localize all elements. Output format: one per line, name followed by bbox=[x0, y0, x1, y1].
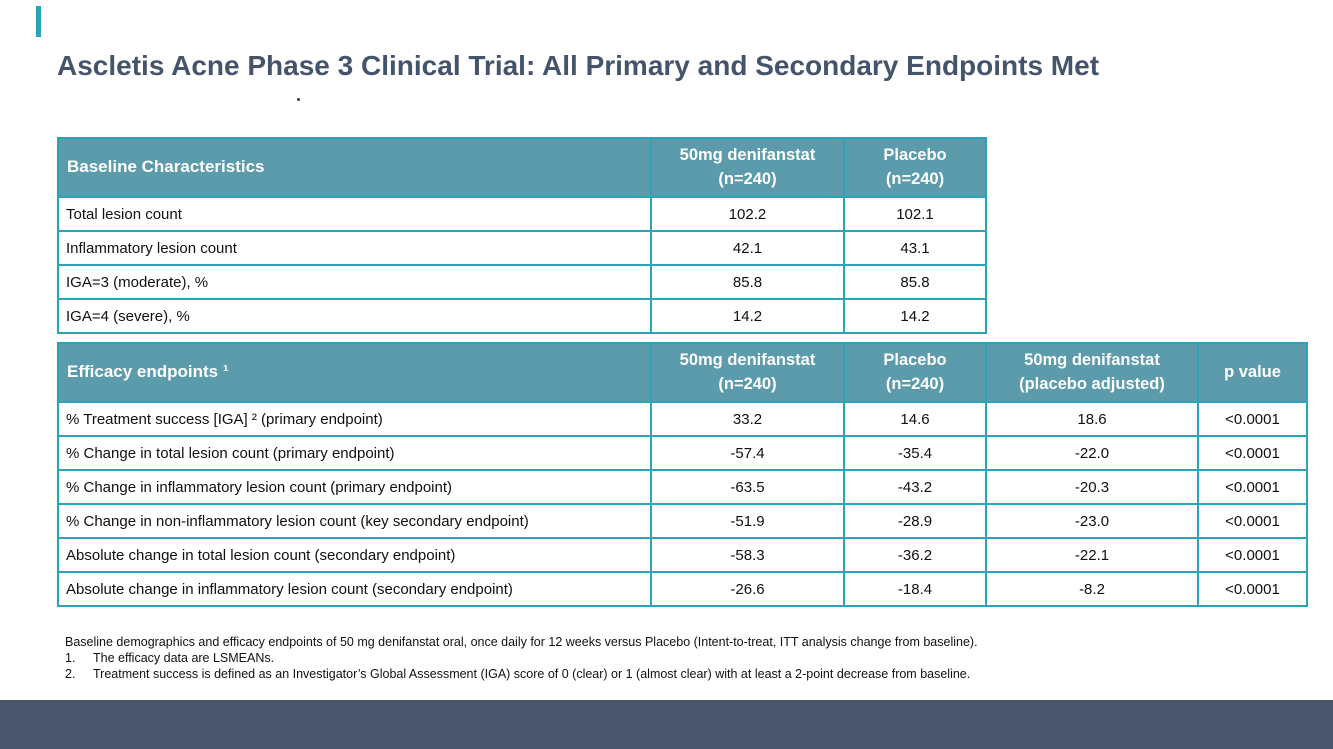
top-left-accent-bar bbox=[36, 6, 41, 37]
table-row: IGA=4 (severe), % 14.2 14.2 bbox=[57, 298, 987, 334]
column-label: 50mg denifanstat bbox=[679, 351, 816, 370]
row-value: -63.5 bbox=[650, 469, 845, 505]
stray-period-dot bbox=[297, 98, 300, 101]
row-label: Absolute change in total lesion count (s… bbox=[57, 537, 652, 573]
row-value: <0.0001 bbox=[1197, 571, 1308, 607]
row-value: <0.0001 bbox=[1197, 537, 1308, 573]
row-value: -22.1 bbox=[985, 537, 1199, 573]
baseline-header-row: Baseline Characteristics 50mg denifansta… bbox=[57, 137, 987, 198]
row-label: % Treatment success [IGA] ² (primary end… bbox=[57, 401, 652, 437]
row-value: -26.6 bbox=[650, 571, 845, 607]
baseline-col-denifanstat: 50mg denifanstat (n=240) bbox=[650, 137, 845, 198]
row-value: <0.0001 bbox=[1197, 503, 1308, 539]
table-row: % Change in inflammatory lesion count (p… bbox=[57, 469, 1308, 505]
footnotes: Baseline demographics and efficacy endpo… bbox=[63, 634, 1243, 682]
footnote-intro: Baseline demographics and efficacy endpo… bbox=[65, 635, 978, 649]
row-label: % Change in non-inflammatory lesion coun… bbox=[57, 503, 652, 539]
baseline-table-body: Total lesion count 102.2 102.1 Inflammatory… bbox=[57, 196, 987, 334]
row-label: IGA=4 (severe), % bbox=[57, 298, 652, 334]
column-sublabel: (n=240) bbox=[885, 169, 945, 188]
row-value: 102.1 bbox=[843, 196, 987, 232]
table-row: % Treatment success [IGA] ² (primary end… bbox=[57, 401, 1308, 437]
row-value: -35.4 bbox=[843, 435, 987, 471]
footnote-text: Treatment success is defined as an Inves… bbox=[93, 667, 971, 681]
column-label: p value bbox=[1224, 362, 1281, 381]
footnote-text: The efficacy data are LSMEANs. bbox=[93, 651, 275, 665]
table-row: % Change in total lesion count (primary … bbox=[57, 435, 1308, 471]
footnote-item: 2. Treatment success is defined as an In… bbox=[63, 666, 1243, 682]
column-label: Placebo bbox=[883, 146, 947, 165]
row-value: -51.9 bbox=[650, 503, 845, 539]
row-value: 43.1 bbox=[843, 230, 987, 266]
row-label: Total lesion count bbox=[57, 196, 652, 232]
efficacy-header-title: Efficacy endpoints ¹ bbox=[57, 342, 652, 403]
column-label: 50mg denifanstat bbox=[1024, 351, 1160, 370]
row-value: <0.0001 bbox=[1197, 435, 1308, 471]
row-value: -28.9 bbox=[843, 503, 987, 539]
table-row: IGA=3 (moderate), % 85.8 85.8 bbox=[57, 264, 987, 300]
efficacy-col-placebo-adjusted: 50mg denifanstat (placebo adjusted) bbox=[985, 342, 1199, 403]
column-sublabel: (n=240) bbox=[885, 374, 945, 393]
table-row: Absolute change in inflammatory lesion c… bbox=[57, 571, 1308, 607]
row-value: 85.8 bbox=[843, 264, 987, 300]
row-value: <0.0001 bbox=[1197, 401, 1308, 437]
footnote-item: 1. The efficacy data are LSMEANs. bbox=[63, 650, 1243, 666]
page-title: Ascletis Acne Phase 3 Clinical Trial: Al… bbox=[57, 50, 1100, 81]
efficacy-endpoints-table: Efficacy endpoints ¹ 50mg denifanstat (n… bbox=[57, 342, 1308, 607]
row-value: -8.2 bbox=[985, 571, 1199, 607]
efficacy-table-body: % Treatment success [IGA] ² (primary end… bbox=[57, 401, 1308, 607]
row-value: 14.2 bbox=[650, 298, 845, 334]
row-label: % Change in inflammatory lesion count (p… bbox=[57, 469, 652, 505]
row-value: -43.2 bbox=[843, 469, 987, 505]
baseline-characteristics-table: Baseline Characteristics 50mg denifansta… bbox=[57, 137, 987, 334]
table-row: Total lesion count 102.2 102.1 bbox=[57, 196, 987, 232]
row-label: % Change in total lesion count (primary … bbox=[57, 435, 652, 471]
baseline-col-placebo: Placebo (n=240) bbox=[843, 137, 987, 198]
row-value: -36.2 bbox=[843, 537, 987, 573]
column-sublabel: (n=240) bbox=[718, 169, 777, 188]
footnote-number: 2. bbox=[65, 667, 76, 681]
row-value: <0.0001 bbox=[1197, 469, 1308, 505]
column-label: Placebo bbox=[883, 351, 947, 370]
row-value: 85.8 bbox=[650, 264, 845, 300]
efficacy-col-p-value: p value bbox=[1197, 342, 1308, 403]
column-sublabel: (n=240) bbox=[718, 374, 777, 393]
footer-bar: SAGIMET BIOSCIENCES February 2026 42 bbox=[0, 700, 1333, 749]
row-value: -57.4 bbox=[650, 435, 845, 471]
row-value: -20.3 bbox=[985, 469, 1199, 505]
row-value: 14.6 bbox=[843, 401, 987, 437]
efficacy-header-row: Efficacy endpoints ¹ 50mg denifanstat (n… bbox=[57, 342, 1308, 403]
row-value: 42.1 bbox=[650, 230, 845, 266]
footnote-number: 1. bbox=[65, 651, 76, 665]
efficacy-col-denifanstat: 50mg denifanstat (n=240) bbox=[650, 342, 845, 403]
row-value: 14.2 bbox=[843, 298, 987, 334]
row-label: Inflammatory lesion count bbox=[57, 230, 652, 266]
row-label: IGA=3 (moderate), % bbox=[57, 264, 652, 300]
baseline-header-title: Baseline Characteristics bbox=[57, 137, 652, 198]
column-label: 50mg denifanstat bbox=[679, 146, 816, 165]
row-value: -18.4 bbox=[843, 571, 987, 607]
row-value: 102.2 bbox=[650, 196, 845, 232]
row-value: -23.0 bbox=[985, 503, 1199, 539]
row-value: -58.3 bbox=[650, 537, 845, 573]
efficacy-col-placebo: Placebo (n=240) bbox=[843, 342, 987, 403]
table-row: Absolute change in total lesion count (s… bbox=[57, 537, 1308, 573]
table-row: Inflammatory lesion count 42.1 43.1 bbox=[57, 230, 987, 266]
table-row: % Change in non-inflammatory lesion coun… bbox=[57, 503, 1308, 539]
row-label: Absolute change in inflammatory lesion c… bbox=[57, 571, 652, 607]
row-value: 33.2 bbox=[650, 401, 845, 437]
row-value: -22.0 bbox=[985, 435, 1199, 471]
column-sublabel: (placebo adjusted) bbox=[1019, 374, 1165, 393]
row-value: 18.6 bbox=[985, 401, 1199, 437]
